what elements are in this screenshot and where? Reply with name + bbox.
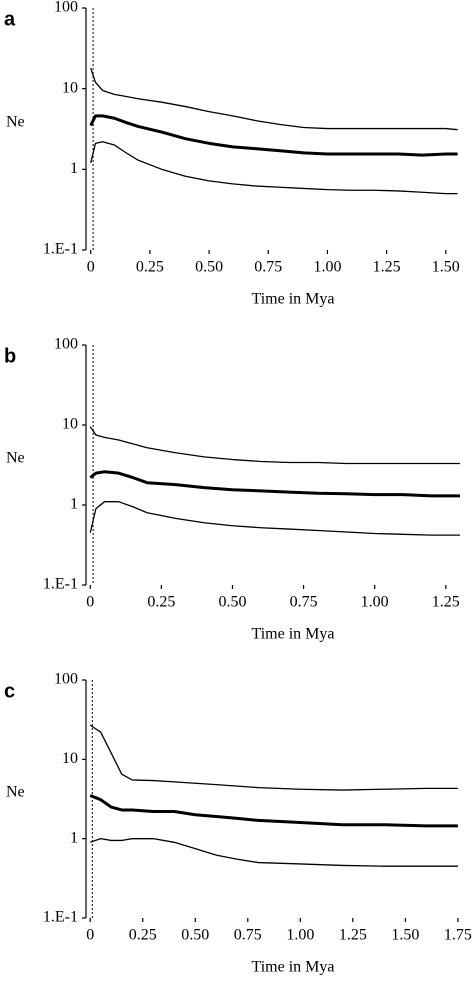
x-tick-label: 1.25 (373, 259, 401, 276)
x-tick-label: 1.25 (339, 927, 367, 944)
x-tick-label: 0.50 (181, 927, 209, 944)
x-tick-label: 0.50 (195, 259, 223, 276)
x-tick-label: 1.25 (432, 594, 460, 611)
x-tick-label: 0 (87, 259, 95, 276)
x-tick-label: 1.50 (391, 927, 419, 944)
x-tick-label: 1.75 (444, 927, 472, 944)
y-tick-label: 1.E-1 (43, 241, 78, 258)
y-axis-label: Ne (6, 450, 25, 467)
median-line (89, 114, 458, 157)
y-tick-label: 100 (54, 336, 78, 353)
bound-line (90, 141, 458, 195)
x-axis-label: Time in Mya (252, 291, 335, 308)
x-tick-label: 0.25 (136, 259, 164, 276)
x-tick-label: 1.00 (286, 927, 314, 944)
y-tick-label: 10 (62, 416, 78, 433)
y-tick-label: 100 (54, 0, 78, 16)
x-tick-label: 1.00 (313, 259, 341, 276)
x-tick-label: 0.75 (234, 927, 262, 944)
x-axis-label: Time in Mya (252, 959, 335, 976)
y-tick-label: 1 (70, 160, 78, 177)
x-tick-label: 0.25 (147, 594, 175, 611)
y-tick-label: 100 (54, 671, 78, 688)
median-line (89, 794, 458, 828)
y-tick-label: 1.E-1 (43, 576, 78, 593)
y-tick-label: 1 (70, 829, 78, 846)
x-tick-label: 1.00 (361, 594, 389, 611)
bound-line (89, 426, 460, 465)
y-axis-label: Ne (6, 114, 25, 131)
x-tick-label: 0.75 (254, 259, 282, 276)
y-tick-label: 10 (62, 79, 78, 96)
bound-line (89, 501, 460, 536)
bound-line (90, 67, 458, 131)
x-axis-label: Time in Mya (252, 626, 335, 643)
panel-label: b (4, 345, 16, 367)
x-tick-label: 1.50 (432, 259, 460, 276)
y-tick-label: 1.E-1 (43, 909, 78, 926)
x-tick-label: 0 (86, 594, 94, 611)
x-tick-label: 0.25 (129, 927, 157, 944)
x-tick-label: 0 (86, 927, 94, 944)
x-tick-label: 0.75 (290, 594, 318, 611)
y-tick-label: 10 (62, 750, 78, 767)
median-line (89, 470, 460, 498)
y-tick-label: 1 (70, 496, 78, 513)
panel-label: c (4, 680, 15, 702)
y-axis-label: Ne (6, 784, 25, 801)
bound-line (89, 838, 458, 867)
x-tick-label: 0.50 (218, 594, 246, 611)
panel-label: a (4, 8, 16, 30)
bound-line (89, 724, 458, 791)
